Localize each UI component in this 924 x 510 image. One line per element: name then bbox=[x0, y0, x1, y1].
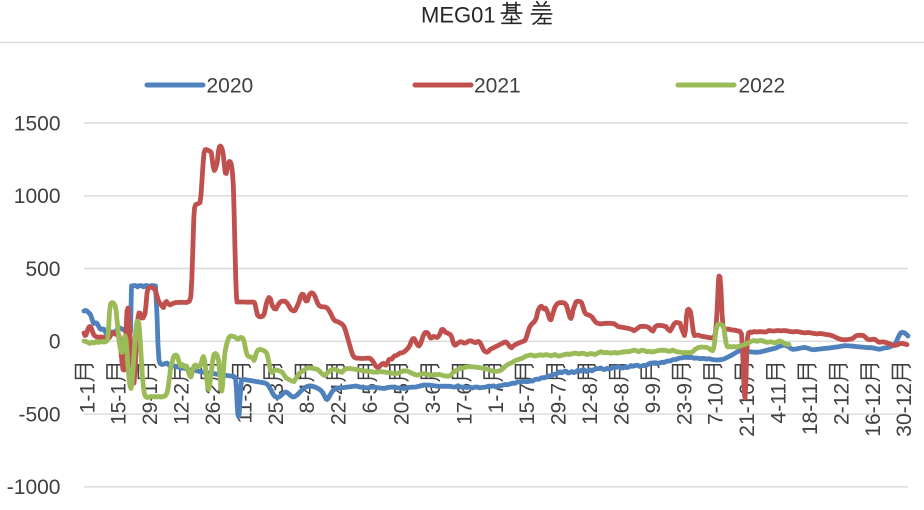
svg-text:1000: 1000 bbox=[14, 185, 61, 208]
svg-text:1500: 1500 bbox=[14, 112, 61, 135]
svg-text:7-10: 7-10 bbox=[705, 383, 728, 425]
svg-text:26-8: 26-8 bbox=[610, 383, 633, 425]
svg-text:4-11: 4-11 bbox=[768, 383, 791, 423]
svg-text:0: 0 bbox=[49, 331, 61, 354]
svg-text:20-5: 20-5 bbox=[391, 383, 414, 425]
svg-text:12-2: 12-2 bbox=[171, 383, 194, 425]
svg-text:MEG01: MEG01 bbox=[421, 3, 496, 28]
svg-text:18-11: 18-11 bbox=[799, 383, 822, 435]
svg-text:17-6: 17-6 bbox=[453, 383, 476, 425]
svg-text:29-7: 29-7 bbox=[548, 383, 571, 425]
svg-text:-500: -500 bbox=[18, 403, 60, 426]
svg-text:3-6: 3-6 bbox=[422, 383, 445, 413]
svg-text:23-9: 23-9 bbox=[673, 383, 696, 425]
svg-text:12-8: 12-8 bbox=[579, 383, 602, 425]
svg-text:2-12: 2-12 bbox=[830, 383, 853, 425]
svg-text:9-9: 9-9 bbox=[642, 383, 665, 413]
svg-text:1-7: 1-7 bbox=[485, 383, 508, 413]
svg-text:30-12: 30-12 bbox=[893, 383, 916, 437]
svg-text:2021: 2021 bbox=[474, 75, 521, 98]
svg-text:2022: 2022 bbox=[739, 75, 786, 98]
svg-text:16-12: 16-12 bbox=[862, 383, 885, 437]
svg-text:1-1: 1-1 bbox=[76, 383, 99, 413]
svg-text:15-1: 15-1 bbox=[108, 383, 131, 425]
svg-text:6-5: 6-5 bbox=[359, 383, 382, 413]
svg-text:500: 500 bbox=[25, 258, 60, 281]
svg-text:21-10: 21-10 bbox=[736, 383, 759, 437]
svg-text:15-7: 15-7 bbox=[516, 383, 539, 425]
svg-text:26-2: 26-2 bbox=[202, 383, 225, 425]
svg-text:2020: 2020 bbox=[207, 75, 254, 98]
svg-text:-1000: -1000 bbox=[7, 476, 61, 499]
